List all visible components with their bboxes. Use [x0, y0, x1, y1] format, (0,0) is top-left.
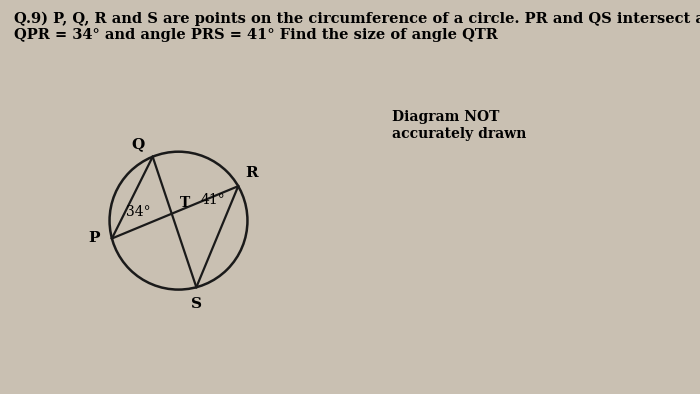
Text: T: T [180, 196, 190, 210]
Text: Diagram NOT
accurately drawn: Diagram NOT accurately drawn [392, 110, 526, 141]
Text: 41°: 41° [200, 193, 225, 207]
Text: Q: Q [132, 137, 145, 151]
Text: 34°: 34° [126, 206, 150, 219]
Text: R: R [245, 166, 258, 180]
Text: S: S [191, 297, 202, 311]
Text: Q.9) P, Q, R and S are points on the circumference of a circle. PR and QS inters: Q.9) P, Q, R and S are points on the cir… [14, 12, 700, 43]
Text: P: P [88, 232, 100, 245]
